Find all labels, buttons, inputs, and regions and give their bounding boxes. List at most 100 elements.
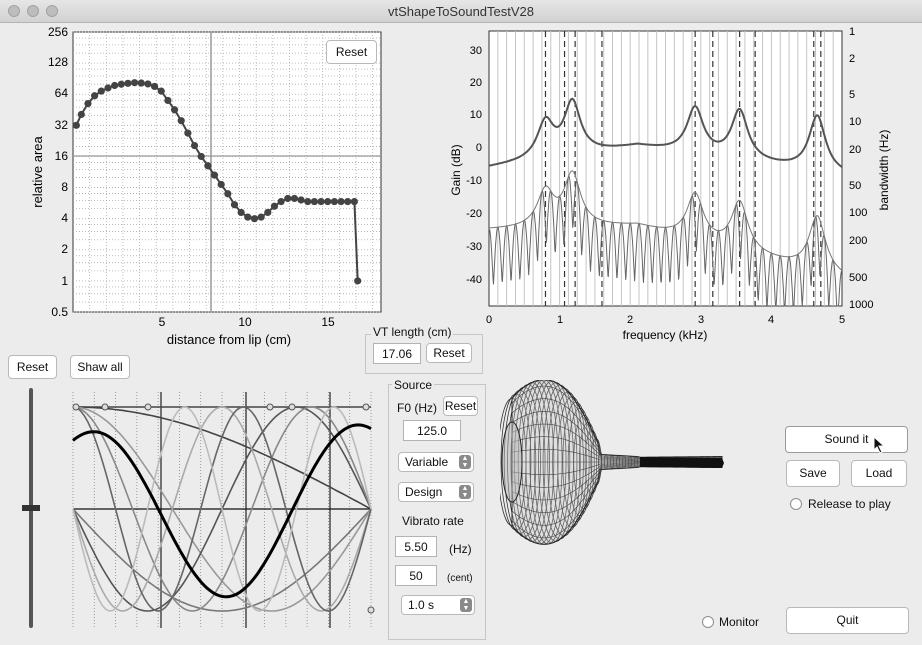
vt-length-field[interactable]: 17.06	[373, 343, 421, 364]
bw-tick-500: 500	[849, 272, 867, 284]
area-plot-frame	[72, 31, 382, 313]
area-control-point[interactable]	[190, 141, 199, 150]
area-control-point[interactable]	[237, 208, 245, 217]
area-control-point[interactable]	[344, 197, 352, 206]
area-control-point[interactable]	[297, 196, 305, 204]
area-control-point[interactable]	[197, 152, 205, 161]
mouse-pointer-icon	[873, 436, 886, 454]
close-window-button[interactable]	[8, 5, 20, 17]
area-control-point[interactable]	[184, 129, 192, 137]
sound-it-button[interactable]: Sound it	[785, 426, 908, 453]
vibrato-depth-field[interactable]: 50	[395, 565, 437, 586]
area-plot[interactable]: 256 128 64 32 16 8 4 2 1 0.5 5 10 15 dis…	[0, 22, 460, 352]
area-control-point[interactable]	[137, 79, 145, 87]
area-control-point[interactable]	[224, 190, 232, 198]
area-control-point[interactable]	[264, 208, 272, 217]
area-control-point[interactable]	[230, 201, 239, 209]
area-control-point[interactable]	[324, 197, 332, 206]
release-to-play-radio[interactable]	[790, 498, 802, 510]
show-all-button[interactable]: Shaw all	[70, 355, 130, 379]
save-button[interactable]: Save	[786, 460, 840, 487]
area-control-point[interactable]	[350, 197, 358, 206]
area-control-point[interactable]	[124, 79, 132, 87]
source-label: Source	[392, 378, 435, 392]
basis-marker[interactable]	[144, 403, 152, 411]
area-control-point[interactable]	[210, 171, 219, 179]
area-control-point[interactable]	[150, 82, 159, 91]
monitor-radio[interactable]	[702, 616, 714, 628]
area-control-point[interactable]	[217, 180, 225, 189]
area-control-point[interactable]	[270, 202, 279, 210]
area-control-points[interactable]	[72, 79, 362, 285]
duration-select[interactable]: 1.0 s ▲ ▼	[401, 595, 475, 615]
bw-tick-5: 5	[849, 89, 855, 101]
area-control-point[interactable]	[131, 79, 139, 87]
basis-marker[interactable]	[367, 606, 375, 614]
basis-curve	[72, 508, 372, 612]
area-control-point[interactable]	[277, 197, 285, 206]
vocal-tract-3d-view	[500, 380, 724, 545]
area-control-point[interactable]	[164, 96, 172, 105]
area-control-point[interactable]	[157, 87, 165, 95]
f0-mode-select[interactable]: Variable ▲ ▼	[398, 452, 474, 472]
area-control-point[interactable]	[304, 197, 312, 206]
duration-value: 1.0 s	[408, 598, 435, 612]
area-control-point[interactable]	[284, 194, 292, 203]
chevron-updown-icon: ▲ ▼	[459, 455, 471, 469]
area-control-point[interactable]	[250, 215, 259, 223]
zoom-window-button[interactable]	[46, 5, 58, 17]
source-envelope-curve	[488, 170, 843, 271]
basis-curves	[72, 406, 372, 612]
area-control-point[interactable]	[177, 117, 185, 125]
spectrum-plot[interactable]: 30 20 10 0 -10 -20 -30 -40 1 2 5 10 20 5…	[440, 22, 922, 352]
area-xtick-10: 10	[238, 315, 252, 329]
area-reset-button[interactable]: Reset	[326, 40, 377, 64]
f0-reset-button[interactable]: Reset	[443, 396, 478, 416]
area-control-point[interactable]	[244, 213, 252, 221]
area-control-point[interactable]	[204, 162, 212, 170]
quit-button[interactable]: Quit	[786, 607, 909, 634]
vibrato-rate-field[interactable]: 5.50	[395, 536, 437, 557]
basis-function-plot[interactable]	[60, 390, 385, 630]
minimize-window-button[interactable]	[27, 5, 39, 17]
coefficient-slider-thumb[interactable]	[22, 505, 40, 511]
basis-marker[interactable]	[288, 403, 296, 411]
area-control-point[interactable]	[91, 92, 99, 100]
bandwidth-ticks: 1 2 5 10 20 50 100 200 500 1000	[849, 26, 873, 311]
area-control-point[interactable]	[257, 213, 265, 221]
area-control-point[interactable]	[337, 197, 345, 206]
f0-field[interactable]: 125.0	[403, 420, 461, 441]
basis-marker[interactable]	[362, 403, 370, 411]
load-button[interactable]: Load	[851, 460, 907, 487]
area-control-point[interactable]	[72, 121, 80, 129]
bw-tick-100: 100	[849, 207, 867, 219]
freq-tick-3: 3	[698, 314, 704, 326]
vocal-tract-mesh	[500, 380, 724, 545]
vt-length-reset-button[interactable]: Reset	[426, 343, 472, 363]
basis-markers[interactable]	[72, 403, 375, 614]
area-control-point[interactable]	[117, 80, 125, 88]
design-select[interactable]: Design ▲ ▼	[398, 482, 474, 502]
area-control-point[interactable]	[317, 197, 325, 206]
basis-marker[interactable]	[101, 403, 109, 411]
gain-tick-minus20: -20	[466, 208, 482, 220]
bw-tick-1: 1	[849, 26, 855, 38]
area-control-point[interactable]	[290, 194, 299, 203]
area-control-point[interactable]	[97, 87, 105, 95]
area-control-point[interactable]	[111, 81, 119, 90]
area-xtick-15: 15	[321, 315, 335, 329]
area-control-point[interactable]	[144, 80, 152, 88]
area-control-point[interactable]	[104, 84, 112, 92]
area-control-point[interactable]	[84, 99, 92, 108]
f0-mode-value: Variable	[405, 455, 449, 469]
area-control-point[interactable]	[310, 197, 319, 206]
area-control-point[interactable]	[77, 110, 85, 119]
basis-reset-button[interactable]: Reset	[8, 355, 57, 379]
basis-marker[interactable]	[72, 403, 80, 411]
area-control-point[interactable]	[330, 197, 338, 206]
selected-basis-curve[interactable]	[72, 423, 372, 599]
area-control-point[interactable]	[170, 106, 179, 114]
basis-marker[interactable]	[266, 403, 274, 411]
area-xlabel: distance from lip (cm)	[167, 332, 291, 347]
area-control-point[interactable]	[354, 277, 362, 285]
